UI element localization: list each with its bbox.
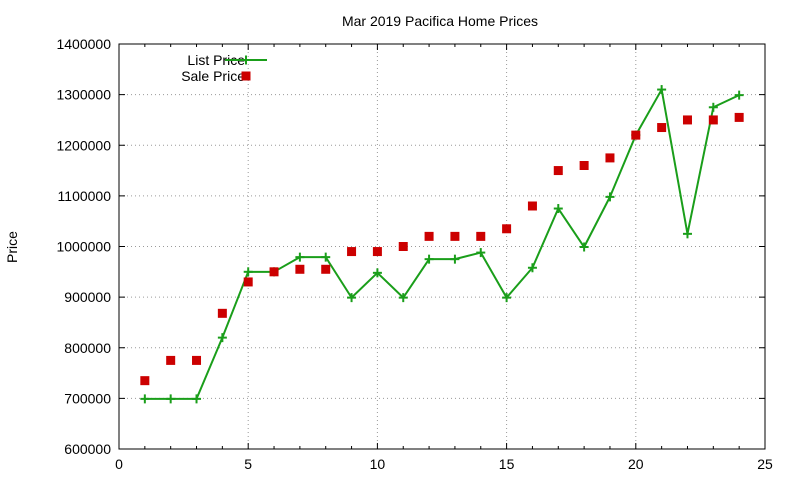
list-price-point (217, 333, 227, 343)
chart-title: Mar 2019 Pacifica Home Prices (342, 13, 538, 29)
sale-price-point (398, 242, 408, 251)
y-tick-label: 1000000 (56, 239, 111, 255)
x-tick-label: 20 (628, 456, 644, 472)
legend-swatch-marker (241, 55, 251, 65)
list-price-point (502, 293, 512, 303)
sale-price-point (424, 231, 434, 241)
y-tick-label: 1200000 (56, 137, 111, 153)
sale-price-point (347, 247, 357, 257)
list-price-point (166, 394, 176, 404)
sale-price-point (553, 166, 563, 176)
x-tick-label: 15 (499, 456, 515, 472)
list-price-point (605, 192, 615, 202)
x-tick-label: 5 (244, 456, 252, 472)
sale-price-point (682, 115, 692, 125)
y-tick-label: 1300000 (56, 87, 111, 103)
sale-price-point (192, 355, 202, 365)
series-layer (140, 85, 744, 404)
list-price-point (295, 252, 305, 262)
list-price-point (372, 268, 382, 278)
sale-price-point (734, 112, 744, 122)
plot-frame (118, 43, 766, 450)
list-price-point (347, 293, 357, 303)
list-price-point (682, 229, 692, 239)
list-price-point (450, 254, 460, 264)
list-price-point (579, 242, 589, 252)
sale-price-point (140, 376, 150, 386)
list-price-point (140, 394, 150, 404)
list-price-point (243, 267, 253, 277)
y-tick-label: 600000 (64, 441, 111, 457)
list-price-point (476, 248, 486, 258)
list-price-point (424, 254, 434, 264)
list-price-point (398, 293, 408, 303)
sale-price-point (166, 355, 176, 365)
sale-price-point (476, 231, 486, 241)
sale-price-point (295, 264, 305, 274)
y-tick-label: 1100000 (58, 188, 112, 204)
sale-price-point (450, 231, 460, 241)
y-axis-label: Price (4, 231, 20, 263)
sale-price-point (657, 123, 667, 133)
sale-price-point (708, 115, 718, 125)
y-tick-label: 900000 (64, 289, 111, 305)
list-price-line (144, 88, 740, 400)
series-list-price (140, 85, 744, 404)
list-price-point (553, 204, 563, 214)
list-price-point (321, 252, 331, 262)
sale-price-point (631, 130, 641, 140)
series-sale-price (140, 112, 744, 386)
sale-price-point (527, 201, 537, 211)
grid-lines (119, 44, 765, 449)
sale-price-point (579, 161, 589, 170)
list-price-point (192, 394, 202, 404)
x-tick-label: 0 (115, 456, 123, 472)
sale-price-point (321, 264, 331, 274)
sale-price-point (269, 267, 279, 277)
y-tick-label: 700000 (64, 390, 111, 406)
legend-label: Sale Price (181, 68, 245, 84)
list-price-point (708, 102, 718, 112)
sale-price-point (605, 153, 615, 163)
legend-swatch-marker (241, 71, 251, 81)
sale-price-point (372, 247, 382, 257)
sale-price-point (502, 224, 512, 234)
list-price-point (657, 85, 667, 95)
tick-labels: 0 5 10 15 20 25 600000 700000 800000 900000 100000… (56, 36, 773, 472)
y-tick-label: 800000 (64, 340, 111, 356)
sale-price-point (243, 277, 253, 287)
y-tick-label: 1400000 (56, 36, 111, 52)
list-price-point (527, 263, 537, 273)
legend-label: List Price (187, 52, 245, 68)
x-tick-label: 25 (757, 456, 773, 472)
list-price-point (734, 90, 744, 100)
x-tick-label: 10 (370, 456, 386, 472)
sale-price-point (217, 308, 227, 318)
